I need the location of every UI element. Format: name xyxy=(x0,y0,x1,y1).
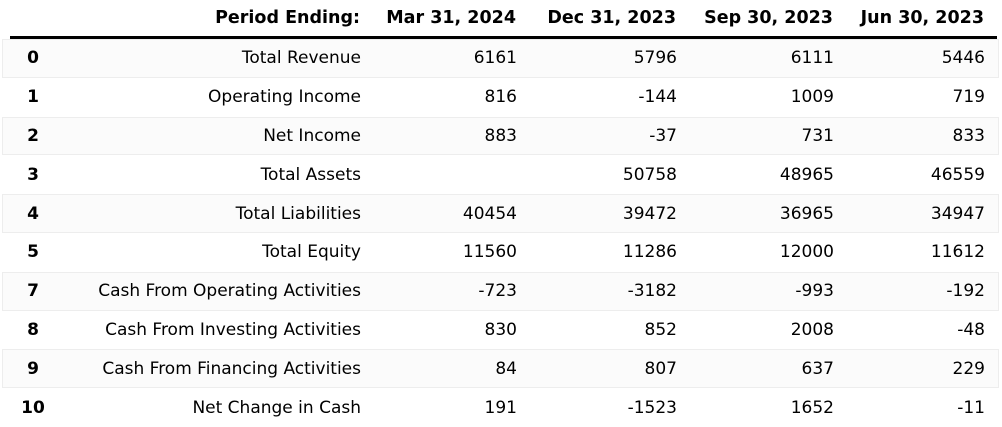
row-value: -192 xyxy=(946,281,985,302)
row-value: 852 xyxy=(644,319,677,340)
row-value: 1652 xyxy=(790,397,834,418)
row-value: 229 xyxy=(952,358,985,379)
row-value: 833 xyxy=(952,125,985,146)
row-value: 6161 xyxy=(473,48,517,69)
table-row: 1 Operating Income 816 -144 1009 719 xyxy=(2,78,999,117)
row-value: 39472 xyxy=(622,203,677,224)
row-value: 731 xyxy=(801,125,834,146)
row-index: 7 xyxy=(27,281,39,302)
row-index: 2 xyxy=(27,125,39,146)
row-value: 11286 xyxy=(622,242,677,263)
row-value: 6111 xyxy=(790,48,834,69)
row-value: 48965 xyxy=(779,164,834,185)
row-value: 191 xyxy=(484,397,517,418)
row-label: Total Equity xyxy=(262,242,361,263)
row-value: 84 xyxy=(495,358,517,379)
row-value: 50758 xyxy=(622,164,677,185)
row-value: 11612 xyxy=(930,242,985,263)
row-label: Net Income xyxy=(263,125,361,146)
row-value: 5796 xyxy=(633,48,677,69)
row-index: 3 xyxy=(27,164,39,185)
row-value: 46559 xyxy=(930,164,985,185)
row-value: 807 xyxy=(644,358,677,379)
row-index: 8 xyxy=(27,319,39,340)
row-label: Cash From Operating Activities xyxy=(98,281,361,302)
table-row: 0 Total Revenue 6161 5796 6111 5446 xyxy=(2,39,999,78)
row-value: -3182 xyxy=(627,281,677,302)
table-header: Period Ending: Mar 31, 2024 Dec 31, 2023… xyxy=(2,0,999,36)
row-value: 637 xyxy=(801,358,834,379)
table-row: 8 Cash From Investing Activities 830 852… xyxy=(2,311,999,350)
column-header-sep-30-2023: Sep 30, 2023 xyxy=(704,8,833,28)
table-row: 3 Total Assets 50758 48965 46559 xyxy=(2,155,999,194)
table-row: 4 Total Liabilities 40454 39472 36965 34… xyxy=(2,194,999,233)
row-value: -11 xyxy=(957,397,985,418)
row-label: Total Revenue xyxy=(241,48,361,69)
row-index: 10 xyxy=(21,397,45,418)
row-value: 36965 xyxy=(779,203,834,224)
column-header-dec-31-2023: Dec 31, 2023 xyxy=(547,8,676,28)
row-index: 0 xyxy=(27,48,39,69)
header-rule xyxy=(10,36,997,39)
row-value: 883 xyxy=(484,125,517,146)
table-row: 9 Cash From Financing Activities 84 807 … xyxy=(2,349,999,389)
table-row: 7 Cash From Operating Activities -723 -3… xyxy=(2,271,999,311)
column-header-jun-30-2023: Jun 30, 2023 xyxy=(860,8,984,28)
row-value: -48 xyxy=(957,319,985,340)
row-label: Total Liabilities xyxy=(235,203,361,224)
row-value: 40454 xyxy=(462,203,517,224)
row-value: 1009 xyxy=(790,87,834,108)
table-row: 10 Net Change in Cash 191 -1523 1652 -11 xyxy=(2,388,999,427)
period-ending-header: Period Ending: xyxy=(215,8,360,28)
row-label: Total Assets xyxy=(260,164,361,185)
row-value: 719 xyxy=(952,87,985,108)
row-label: Cash From Investing Activities xyxy=(105,319,361,340)
row-label: Operating Income xyxy=(208,87,361,108)
row-value: 5446 xyxy=(941,48,985,69)
row-index: 9 xyxy=(27,358,39,379)
row-value: -723 xyxy=(478,281,517,302)
table-row: 2 Net Income 883 -37 731 833 xyxy=(2,116,999,156)
table-body: 0 Total Revenue 6161 5796 6111 5446 1 Op… xyxy=(2,39,999,427)
column-header-mar-31-2024: Mar 31, 2024 xyxy=(386,8,516,28)
table-row: 5 Total Equity 11560 11286 12000 11612 xyxy=(2,233,999,272)
row-value: 830 xyxy=(484,319,517,340)
row-index: 5 xyxy=(27,242,39,263)
row-value: 816 xyxy=(484,87,517,108)
row-value: 11560 xyxy=(462,242,517,263)
row-value: 2008 xyxy=(790,319,834,340)
row-value: 12000 xyxy=(779,242,834,263)
row-value: -1523 xyxy=(627,397,677,418)
row-value: 34947 xyxy=(930,203,985,224)
row-value: -37 xyxy=(649,125,677,146)
row-label: Net Change in Cash xyxy=(192,397,361,418)
row-index: 4 xyxy=(27,203,39,224)
row-value: -993 xyxy=(795,281,834,302)
row-index: 1 xyxy=(27,87,39,108)
row-value: -144 xyxy=(638,87,677,108)
row-label: Cash From Financing Activities xyxy=(102,358,361,379)
